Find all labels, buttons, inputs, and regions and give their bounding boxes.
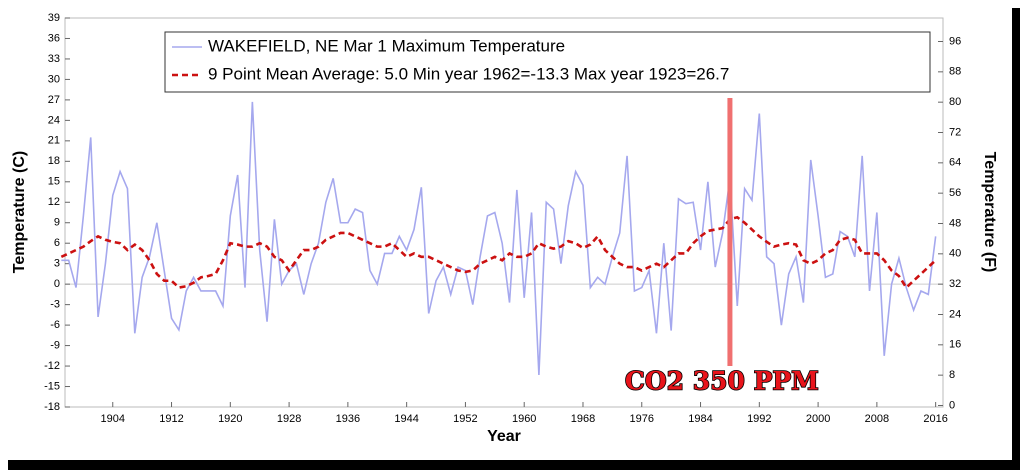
x-tick-label: 1928 bbox=[277, 413, 301, 425]
x-tick-label: 1944 bbox=[394, 413, 418, 425]
legend-label: WAKEFIELD, NE Mar 1 Maximum Temperature bbox=[208, 36, 565, 55]
y-tick-label: -3 bbox=[50, 299, 60, 311]
y-tick-label: 12 bbox=[48, 196, 60, 208]
x-tick-label: 1936 bbox=[336, 413, 360, 425]
x-tick-label: 1960 bbox=[512, 413, 536, 425]
series-line bbox=[60, 215, 937, 290]
y-tick-label: 15 bbox=[48, 176, 60, 188]
plot bbox=[60, 17, 943, 408]
y2-tick-label: 80 bbox=[949, 96, 961, 108]
y2-tick-label: 48 bbox=[949, 217, 961, 229]
y-tick-label: 3 bbox=[54, 258, 60, 270]
y-axis-title: Temperature (C) bbox=[11, 151, 28, 273]
y2-tick-label: 64 bbox=[949, 157, 961, 169]
x-tick-label: 1992 bbox=[747, 413, 771, 425]
y2-tick-label: 72 bbox=[949, 126, 961, 138]
y-tick-label: 36 bbox=[48, 32, 60, 44]
y-tick-label: 24 bbox=[48, 114, 60, 126]
x-tick-label: 1912 bbox=[159, 413, 183, 425]
y-tick-label: 9 bbox=[54, 217, 60, 229]
y-tick-label: 30 bbox=[48, 73, 60, 85]
y-tick-label: 21 bbox=[48, 135, 60, 147]
y2-tick-label: 88 bbox=[949, 66, 961, 78]
x-tick-label: 1976 bbox=[630, 413, 654, 425]
y-tick-label: -18 bbox=[44, 401, 60, 413]
y-tick-label: 33 bbox=[48, 53, 60, 65]
y2-axis-title: Temperature (F) bbox=[981, 152, 998, 273]
x-tick-label: 1904 bbox=[101, 413, 125, 425]
y2-tick-label: 56 bbox=[949, 187, 961, 199]
series-line bbox=[61, 101, 937, 375]
y2-tick-label: 24 bbox=[949, 308, 961, 320]
y-tick-label: -15 bbox=[44, 380, 60, 392]
x-tick-label: 1968 bbox=[571, 413, 595, 425]
y2-tick-label: 0 bbox=[949, 399, 955, 411]
y-tick-label: 27 bbox=[48, 94, 60, 106]
x-tick-label: 2000 bbox=[806, 413, 830, 425]
y2-tick-label: 8 bbox=[949, 369, 955, 381]
annotation-text: CO2 350 PPM bbox=[625, 367, 819, 396]
y-tick-label: -12 bbox=[44, 360, 60, 372]
x-tick-label: 1952 bbox=[453, 413, 477, 425]
x-tick-label: 2016 bbox=[923, 413, 947, 425]
legend bbox=[164, 31, 931, 93]
y-tick-label: 0 bbox=[54, 278, 60, 290]
y2-tick-label: 32 bbox=[949, 278, 961, 290]
y2-tick-label: 16 bbox=[949, 339, 961, 351]
x-tick-label: 1920 bbox=[218, 413, 242, 425]
y-tick-label: 18 bbox=[48, 155, 60, 167]
y-tick-label: 39 bbox=[48, 12, 60, 24]
x-tick-label: 1984 bbox=[688, 413, 712, 425]
y-tick-label: -9 bbox=[50, 339, 60, 351]
y2-tick-label: 96 bbox=[949, 35, 961, 47]
x-tick-label: 2008 bbox=[865, 413, 889, 425]
x-axis-title: Year bbox=[487, 428, 521, 445]
y-tick-label: 6 bbox=[54, 237, 60, 249]
y-tick-label: -6 bbox=[50, 319, 60, 331]
y2-tick-label: 40 bbox=[949, 248, 961, 260]
legend-label: 9 Point Mean Average: 5.0 Min year 1962=… bbox=[208, 64, 729, 83]
